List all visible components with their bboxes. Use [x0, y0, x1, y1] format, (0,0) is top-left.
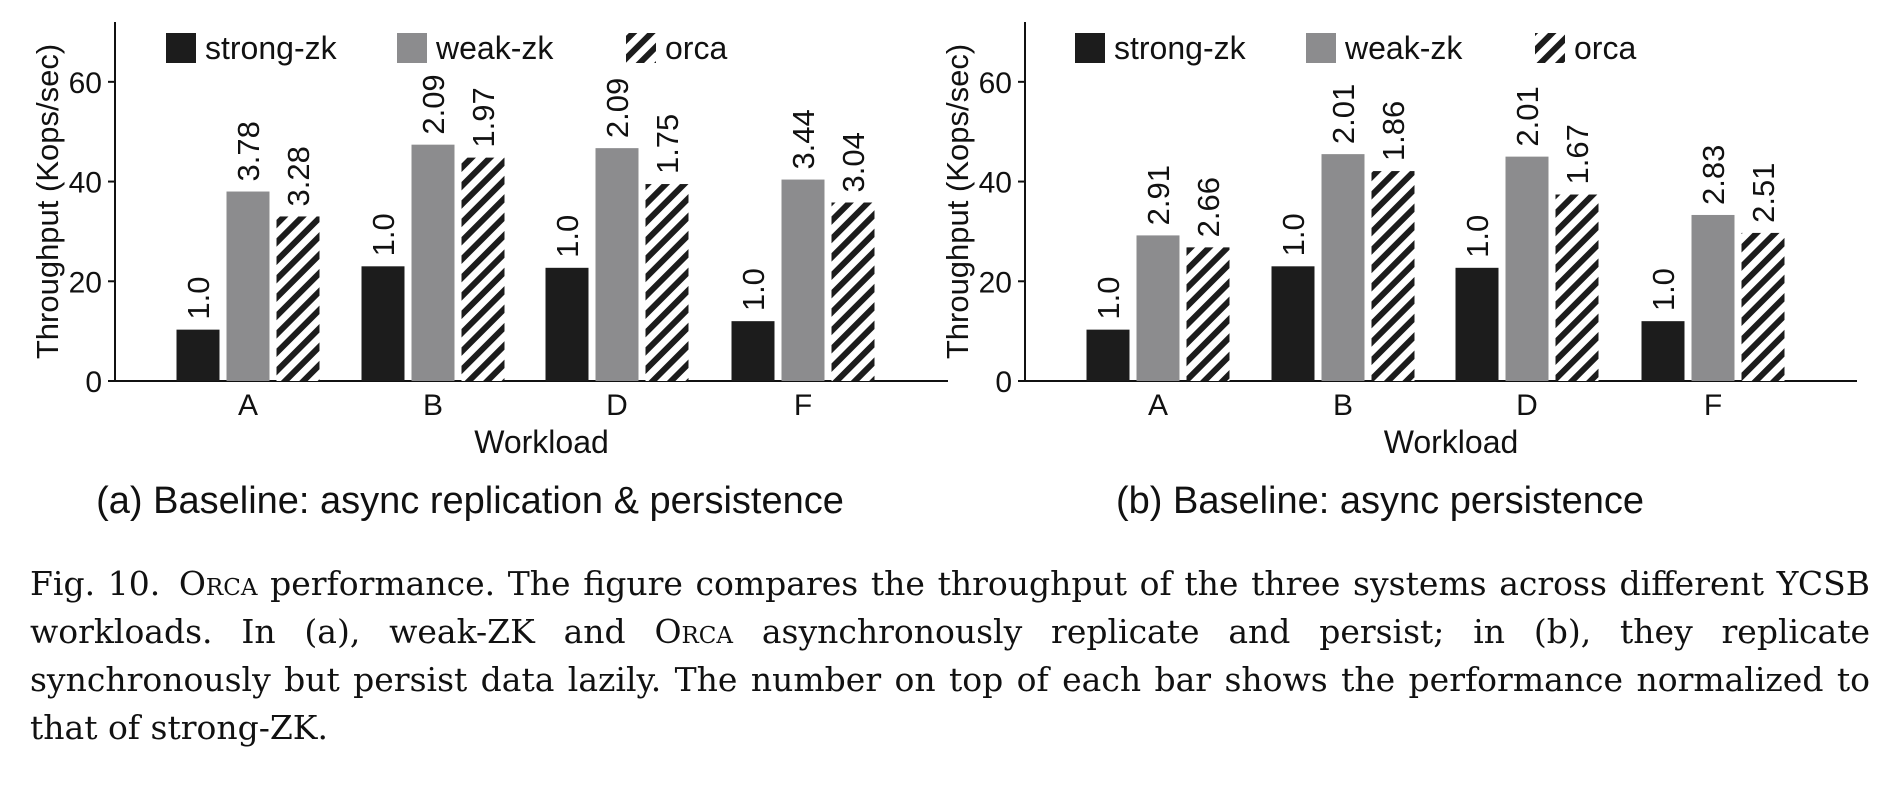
bar-orca [645, 184, 689, 381]
bar-strong-zk [176, 329, 220, 381]
data-label: 3.04 [836, 132, 871, 192]
y-axis-label: Throughput (Kops/sec) [940, 44, 975, 359]
bar-orca [831, 202, 875, 381]
legend-swatch-orca [626, 33, 656, 63]
bar-weak-zk [1691, 214, 1735, 381]
y-tick-label: 0 [995, 366, 1012, 399]
y-tick-label: 20 [69, 266, 102, 299]
x-tick-label: D [606, 389, 628, 422]
legend-label-orca: orca [665, 30, 727, 66]
legend-swatch-weak-zk [397, 33, 427, 63]
data-label: 1.0 [1276, 213, 1311, 256]
legend-label-weak-zk: weak-zk [435, 30, 554, 66]
data-label: 2.66 [1191, 177, 1226, 237]
data-label: 2.83 [1696, 145, 1731, 205]
caption-text-2: asynchronously replicate and persist; in… [30, 612, 1870, 747]
y-tick-label: 60 [69, 67, 102, 100]
bar-orca [461, 157, 505, 381]
data-label: 1.86 [1376, 101, 1411, 161]
x-tick-label: A [1148, 389, 1168, 422]
caption-label: Fig. 10. [30, 564, 161, 603]
bar-weak-zk [781, 179, 825, 381]
subcaption: (a) Baseline: async replication & persis… [96, 480, 844, 522]
data-label: 1.0 [736, 268, 771, 311]
data-label: 3.44 [786, 109, 821, 169]
bar-weak-zk [226, 191, 270, 381]
data-label: 1.0 [1091, 277, 1126, 320]
bar-orca [276, 216, 320, 381]
bar-strong-zk [1086, 329, 1130, 381]
bar-orca [1555, 194, 1599, 381]
x-tick-label: B [1333, 389, 1353, 422]
caption-text-1: performance. The figure compares the thr… [30, 564, 1870, 651]
legend-swatch-orca [1535, 33, 1565, 63]
bar-weak-zk [1505, 156, 1549, 381]
bar-strong-zk [1271, 266, 1315, 381]
legend-swatch-weak-zk [1306, 33, 1336, 63]
data-label: 3.78 [231, 121, 266, 181]
bar-strong-zk [1641, 321, 1685, 381]
data-label: 2.91 [1141, 165, 1176, 225]
legend-label-orca: orca [1574, 30, 1636, 66]
x-axis-label: Workload [474, 424, 609, 460]
data-label: 1.0 [181, 277, 216, 320]
bar-strong-zk [1455, 267, 1499, 381]
bar-weak-zk [1136, 235, 1180, 381]
y-axis-label: Throughput (Kops/sec) [30, 44, 65, 359]
legend-label-strong-zk: strong-zk [1114, 30, 1247, 66]
bar-orca [1741, 232, 1785, 381]
caption-system-name: Orca [178, 564, 258, 603]
x-tick-label: B [423, 389, 443, 422]
subcaption: (b) Baseline: async persistence [1116, 480, 1644, 522]
bar-strong-zk [361, 266, 405, 381]
legend-swatch-strong-zk [1075, 33, 1105, 63]
caption-system-name-2: Orca [654, 612, 734, 651]
legend-swatch-strong-zk [166, 33, 196, 63]
legend-label-strong-zk: strong-zk [205, 30, 338, 66]
bar-orca [1186, 247, 1230, 381]
data-label: 2.09 [600, 78, 635, 138]
legend-label-weak-zk: weak-zk [1344, 30, 1463, 66]
y-tick-label: 40 [979, 167, 1012, 200]
bar-weak-zk [1321, 154, 1365, 381]
bar-weak-zk [595, 148, 639, 381]
data-label: 1.0 [366, 213, 401, 256]
data-label: 1.0 [1646, 268, 1681, 311]
bar-orca [1371, 171, 1415, 381]
data-label: 1.0 [550, 215, 585, 258]
bar-strong-zk [731, 321, 775, 381]
data-label: 2.01 [1326, 84, 1361, 144]
data-label: 3.28 [281, 146, 316, 206]
y-tick-label: 0 [85, 366, 102, 399]
x-tick-label: D [1516, 389, 1538, 422]
data-label: 2.09 [416, 74, 451, 134]
bar-weak-zk [411, 144, 455, 381]
data-label: 1.67 [1560, 124, 1595, 184]
figure-caption: Fig. 10. Orca performance. The figure co… [30, 560, 1870, 752]
x-tick-label: F [794, 389, 812, 422]
bar-strong-zk [545, 267, 589, 381]
data-label: 2.51 [1746, 163, 1781, 223]
data-label: 2.01 [1510, 86, 1545, 146]
data-label: 1.97 [466, 87, 501, 147]
x-tick-label: F [1704, 389, 1722, 422]
y-tick-label: 20 [979, 266, 1012, 299]
data-label: 1.75 [650, 114, 685, 174]
x-tick-label: A [238, 389, 258, 422]
x-axis-label: Workload [1384, 424, 1519, 460]
y-tick-label: 40 [69, 167, 102, 200]
y-tick-label: 60 [979, 67, 1012, 100]
data-label: 1.0 [1460, 215, 1495, 258]
